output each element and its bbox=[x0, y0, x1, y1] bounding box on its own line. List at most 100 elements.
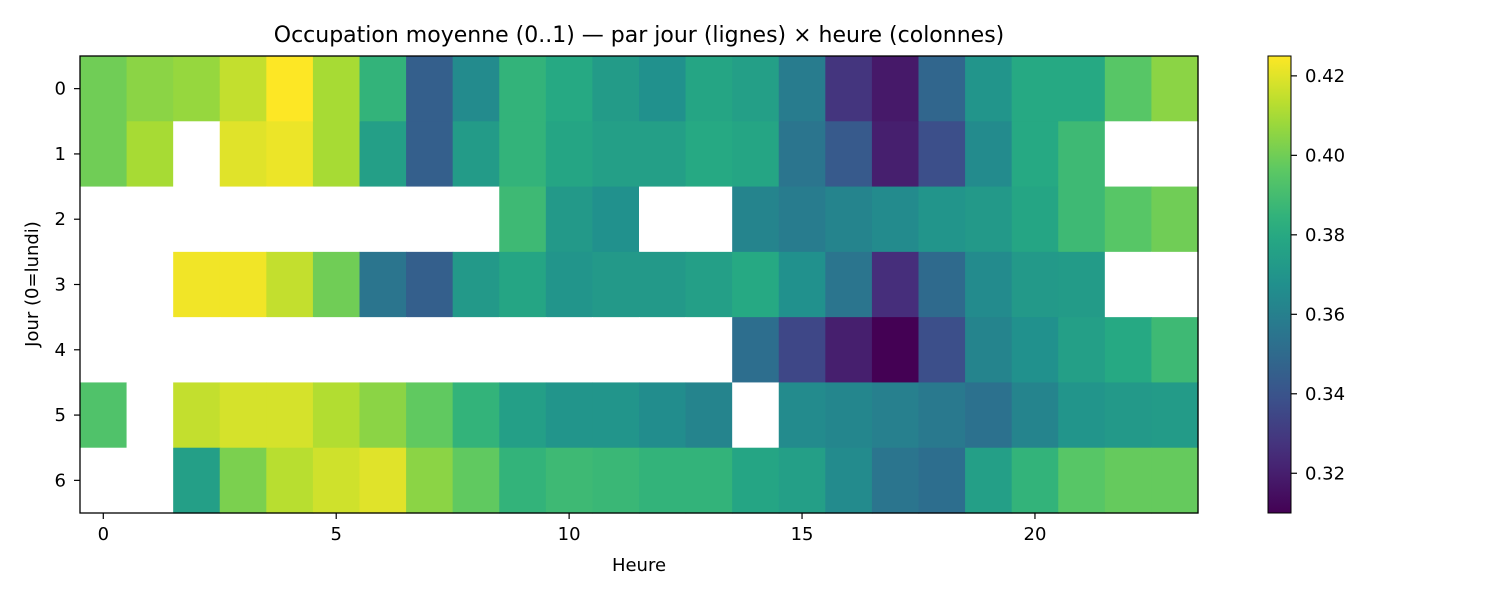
heatmap-cell bbox=[266, 382, 314, 449]
heatmap-cell bbox=[545, 251, 594, 318]
heatmap-cell bbox=[685, 56, 733, 122]
heatmap-cell bbox=[1104, 121, 1153, 188]
x-tick-label: 20 bbox=[1024, 524, 1047, 545]
heatmap-cell bbox=[545, 186, 594, 253]
heatmap-cell bbox=[825, 251, 873, 318]
heatmap-cell bbox=[126, 121, 174, 188]
heatmap-cell bbox=[312, 56, 361, 122]
heatmap-cell bbox=[825, 56, 873, 122]
heatmap-cell bbox=[592, 121, 640, 188]
heatmap-cell bbox=[685, 317, 733, 384]
heatmap-cell bbox=[219, 186, 267, 253]
heatmap-cell bbox=[312, 186, 361, 253]
heatmap-cell bbox=[918, 317, 966, 384]
x-axis: 0 5 10 15 20 bbox=[98, 513, 1047, 545]
heatmap-cell bbox=[266, 121, 314, 188]
heatmap-cell bbox=[1011, 447, 1059, 514]
heatmap-cell bbox=[592, 251, 640, 318]
heatmap-cell bbox=[219, 447, 267, 514]
heatmap-cell bbox=[173, 186, 221, 253]
heatmap-cell bbox=[1058, 251, 1106, 318]
heatmap-cell bbox=[871, 186, 920, 253]
colorbar-tick-label: 0.42 bbox=[1305, 66, 1345, 87]
heatmap-cell bbox=[639, 186, 687, 253]
heatmap-cell bbox=[359, 186, 407, 253]
heatmap-cell bbox=[1011, 56, 1059, 122]
heatmap-cell bbox=[173, 317, 221, 384]
heatmap-cells bbox=[80, 56, 1199, 514]
heatmap-cell bbox=[825, 317, 873, 384]
heatmap-cell bbox=[452, 382, 500, 449]
heatmap-cell bbox=[732, 186, 780, 253]
heatmap-cell bbox=[1011, 251, 1059, 318]
heatmap-cell bbox=[918, 186, 966, 253]
heatmap-cell bbox=[871, 251, 920, 318]
heatmap-cell bbox=[732, 447, 780, 514]
heatmap-cell bbox=[639, 56, 687, 122]
heatmap-cell bbox=[1104, 317, 1153, 384]
x-axis-label: Heure bbox=[612, 555, 666, 576]
heatmap-cell bbox=[1104, 56, 1153, 122]
heatmap-cell bbox=[592, 186, 640, 253]
heatmap-cell bbox=[965, 251, 1013, 318]
heatmap-cell bbox=[1058, 317, 1106, 384]
heatmap-cell bbox=[173, 447, 221, 514]
heatmap-cell bbox=[219, 121, 267, 188]
heatmap-cell bbox=[219, 251, 267, 318]
heatmap-cell bbox=[359, 251, 407, 318]
heatmap-cell bbox=[266, 56, 314, 122]
heatmap-cell bbox=[545, 121, 594, 188]
heatmap-cell bbox=[499, 251, 547, 318]
heatmap-cell bbox=[499, 56, 547, 122]
heatmap-cell bbox=[219, 382, 267, 449]
heatmap-cell bbox=[452, 251, 500, 318]
heatmap-cell bbox=[545, 56, 594, 122]
heatmap-cell bbox=[685, 382, 733, 449]
heatmap-cell bbox=[592, 382, 640, 449]
heatmap-cell bbox=[359, 447, 407, 514]
heatmap-cell bbox=[965, 56, 1013, 122]
heatmap-cell bbox=[452, 121, 500, 188]
heatmap-cell bbox=[1104, 447, 1153, 514]
heatmap-cell bbox=[592, 56, 640, 122]
heatmap-cell bbox=[685, 447, 733, 514]
heatmap-cell bbox=[499, 186, 547, 253]
heatmap-cell bbox=[1151, 121, 1199, 188]
heatmap-cell bbox=[406, 186, 454, 253]
heatmap-cell bbox=[732, 121, 780, 188]
heatmap-cell bbox=[173, 121, 221, 188]
heatmap-cell bbox=[359, 56, 407, 122]
heatmap-cell bbox=[359, 121, 407, 188]
heatmap-cell bbox=[825, 121, 873, 188]
heatmap-cell bbox=[1011, 382, 1059, 449]
y-tick-label: 2 bbox=[55, 209, 66, 230]
heatmap-cell bbox=[499, 121, 547, 188]
colorbar-tick-label: 0.38 bbox=[1305, 225, 1345, 246]
heatmap-cell bbox=[266, 317, 314, 384]
chart-title: Occupation moyenne (0..1) — par jour (li… bbox=[274, 23, 1004, 48]
heatmap-cell bbox=[871, 121, 920, 188]
heatmap-cell bbox=[126, 251, 174, 318]
heatmap-cell bbox=[406, 447, 454, 514]
heatmap-cell bbox=[825, 447, 873, 514]
heatmap-cell bbox=[592, 317, 640, 384]
heatmap-cell bbox=[778, 447, 826, 514]
heatmap-cell bbox=[592, 447, 640, 514]
heatmap-cell bbox=[1104, 251, 1153, 318]
heatmap-cell bbox=[778, 186, 826, 253]
heatmap-cell bbox=[1151, 251, 1199, 318]
heatmap-cell bbox=[406, 56, 454, 122]
heatmap-cell bbox=[80, 447, 128, 514]
heatmap-cell bbox=[1151, 317, 1199, 384]
heatmap-cell bbox=[732, 56, 780, 122]
heatmap-cell bbox=[778, 317, 826, 384]
heatmap-cell bbox=[452, 447, 500, 514]
y-tick-label: 4 bbox=[55, 340, 66, 361]
heatmap-cell bbox=[499, 382, 547, 449]
heatmap-cell bbox=[965, 186, 1013, 253]
heatmap-cell bbox=[452, 317, 500, 384]
heatmap-cell bbox=[80, 382, 128, 449]
heatmap-cell bbox=[312, 121, 361, 188]
heatmap-cell bbox=[685, 186, 733, 253]
